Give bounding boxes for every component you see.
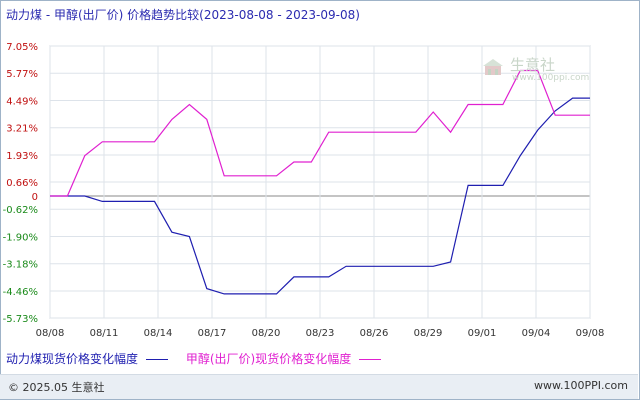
- watermark-url: www.100ppi.com: [512, 73, 590, 83]
- y-tick-label: -0.62%: [3, 205, 38, 216]
- x-tick-label: 08/23: [306, 328, 335, 339]
- legend-label-coal: 动力煤现货价格变化幅度: [6, 352, 139, 366]
- x-tick-label: 08/17: [198, 328, 227, 339]
- y-tick-label: 3.21%: [6, 124, 38, 135]
- y-tick-label: 0.66%: [6, 178, 38, 189]
- legend-swatch-methanol: [359, 359, 382, 360]
- watermark-name: 生意社: [510, 56, 556, 74]
- y-tick-label: -5.73%: [3, 314, 38, 325]
- x-tick-label: 09/08: [576, 328, 605, 339]
- legend-swatch-coal: [146, 359, 169, 360]
- footer-bar: © 2025.05 生意社 www.100PPI.com: [0, 374, 638, 399]
- series-line-coal: [50, 97, 590, 295]
- x-tick-label: 09/04: [522, 328, 551, 339]
- x-tick-label: 08/20: [252, 328, 281, 339]
- y-tick-label: 7.05%: [6, 42, 38, 53]
- copyright-text: © 2025.05 生意社: [8, 381, 105, 394]
- x-tick-label: 08/14: [144, 328, 173, 339]
- chart-legend: 动力煤现货价格变化幅度 甲醇(出厂价)现货价格变化幅度: [6, 350, 395, 367]
- x-tick-label: 08/08: [36, 328, 65, 339]
- y-tick-label: -1.90%: [3, 232, 38, 243]
- site-link[interactable]: www.100PPI.com: [534, 379, 628, 392]
- x-tick-label: 08/29: [414, 328, 443, 339]
- y-tick-label: -3.18%: [3, 260, 38, 271]
- watermark-logo-icon: [483, 59, 503, 75]
- x-tick-label: 08/26: [360, 328, 389, 339]
- legend-label-methanol: 甲醇(出厂价)现货价格变化幅度: [185, 352, 352, 366]
- series-line-methanol: [50, 69, 590, 197]
- y-tick-label: -4.46%: [3, 287, 38, 298]
- legend-item-methanol: 甲醇(出厂价)现货价格变化幅度: [185, 350, 382, 367]
- chart-title: 动力煤 - 甲醇(出厂价) 价格趋势比较(2023-08-08 - 2023-0…: [6, 8, 360, 22]
- legend-item-coal: 动力煤现货价格变化幅度: [6, 350, 169, 367]
- y-tick-label: 5.77%: [6, 69, 38, 80]
- x-tick-label: 08/11: [90, 328, 119, 339]
- y-tick-label: 0: [32, 192, 38, 203]
- y-tick-label: 1.93%: [6, 151, 38, 162]
- x-tick-label: 09/01: [468, 328, 497, 339]
- y-tick-label: 4.49%: [6, 96, 38, 107]
